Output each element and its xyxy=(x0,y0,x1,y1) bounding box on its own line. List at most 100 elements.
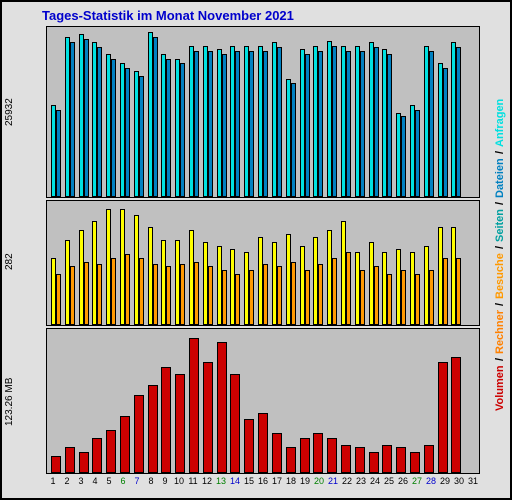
bar xyxy=(374,47,379,197)
day-group xyxy=(284,329,298,473)
day-group xyxy=(270,329,284,473)
day-group xyxy=(104,329,118,473)
x-tick: 25 xyxy=(382,476,396,486)
day-group xyxy=(160,27,174,197)
bar xyxy=(313,433,323,473)
x-tick: 28 xyxy=(424,476,438,486)
bar xyxy=(249,51,254,197)
bar xyxy=(456,258,461,325)
bar xyxy=(346,252,351,325)
bar xyxy=(291,83,296,197)
bar xyxy=(106,430,116,473)
day-group xyxy=(436,27,450,197)
day-group xyxy=(77,329,91,473)
day-group xyxy=(463,201,477,325)
x-tick: 15 xyxy=(242,476,256,486)
day-group xyxy=(104,27,118,197)
day-group xyxy=(215,329,229,473)
bar xyxy=(387,274,392,325)
day-group xyxy=(394,329,408,473)
bar xyxy=(84,262,89,325)
day-group xyxy=(146,201,160,325)
day-group xyxy=(463,329,477,473)
day-group xyxy=(118,201,132,325)
panel-volumen xyxy=(46,328,480,474)
legend-item: Dateien xyxy=(494,158,506,198)
chart-frame: Tages-Statistik im Monat November 2021 2… xyxy=(0,0,512,500)
x-tick: 29 xyxy=(438,476,452,486)
day-group xyxy=(256,27,270,197)
day-group xyxy=(90,27,104,197)
day-group xyxy=(298,201,312,325)
day-group xyxy=(242,329,256,473)
bar xyxy=(134,395,144,473)
bar xyxy=(318,51,323,197)
day-group xyxy=(436,201,450,325)
bar xyxy=(79,452,89,473)
bar xyxy=(208,51,213,197)
bar xyxy=(139,258,144,325)
day-group xyxy=(367,201,381,325)
day-group xyxy=(408,329,422,473)
x-tick: 2 xyxy=(60,476,74,486)
x-tick: 9 xyxy=(158,476,172,486)
bar xyxy=(341,445,351,473)
day-group xyxy=(408,201,422,325)
day-group xyxy=(132,329,146,473)
bar xyxy=(217,342,227,473)
day-group xyxy=(104,201,118,325)
bar xyxy=(180,63,185,197)
day-group xyxy=(298,329,312,473)
day-group xyxy=(339,329,353,473)
day-group xyxy=(298,27,312,197)
x-tick: 30 xyxy=(452,476,466,486)
bar xyxy=(443,68,448,197)
x-tick: 20 xyxy=(312,476,326,486)
bar xyxy=(415,274,420,325)
day-group xyxy=(173,201,187,325)
bar xyxy=(244,419,254,473)
x-tick: 18 xyxy=(284,476,298,486)
bar xyxy=(258,413,268,473)
day-group xyxy=(270,27,284,197)
bar xyxy=(235,51,240,197)
bar xyxy=(194,51,199,197)
x-tick: 11 xyxy=(186,476,200,486)
bar xyxy=(277,266,282,325)
bar xyxy=(415,110,420,197)
bar xyxy=(263,51,268,197)
x-tick: 12 xyxy=(200,476,214,486)
x-tick: 27 xyxy=(410,476,424,486)
bar xyxy=(222,54,227,197)
day-group xyxy=(173,329,187,473)
bar xyxy=(56,110,61,197)
legend-item: Volumen xyxy=(494,365,506,411)
day-group xyxy=(160,329,174,473)
ylabel-2: 282 xyxy=(4,207,15,317)
bar xyxy=(111,59,116,197)
bar xyxy=(51,456,61,473)
panel-seiten-besuche xyxy=(46,200,480,326)
bar xyxy=(125,254,130,325)
day-group xyxy=(353,329,367,473)
bar xyxy=(120,416,130,473)
bar xyxy=(424,445,434,473)
bar xyxy=(208,266,213,325)
bar xyxy=(65,447,75,473)
day-group xyxy=(49,329,63,473)
day-group xyxy=(450,329,464,473)
bar xyxy=(369,452,379,473)
bar xyxy=(410,452,420,473)
bar xyxy=(230,374,240,473)
x-tick: 10 xyxy=(172,476,186,486)
bar xyxy=(222,270,227,325)
bar xyxy=(111,258,116,325)
bar xyxy=(305,54,310,197)
day-group xyxy=(422,27,436,197)
day-group xyxy=(63,27,77,197)
day-group xyxy=(463,27,477,197)
bar xyxy=(203,362,213,473)
day-group xyxy=(90,329,104,473)
x-tick: 24 xyxy=(368,476,382,486)
day-group xyxy=(132,201,146,325)
